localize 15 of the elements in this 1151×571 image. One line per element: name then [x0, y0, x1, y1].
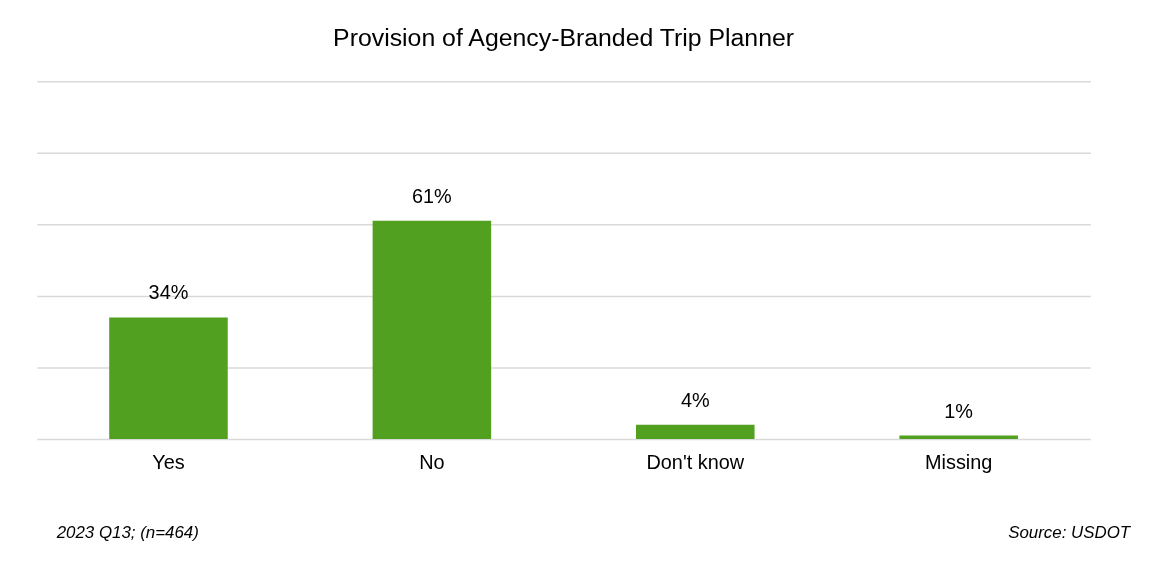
bar	[636, 424, 755, 440]
x-tick-label: Missing	[925, 451, 993, 474]
source-note: Source: USDOT	[1008, 523, 1132, 543]
bar	[372, 220, 492, 440]
x-tick-label: Yes	[152, 451, 185, 474]
bar	[899, 435, 1018, 440]
data-label: 34%	[148, 281, 189, 304]
data-label: 1%	[944, 399, 974, 422]
x-tick-label: No	[419, 451, 445, 474]
data-label: 61%	[412, 184, 452, 207]
text: 2023 Q13; (n=464)	[55, 523, 199, 543]
x-tick-label: Don't know	[646, 451, 745, 474]
chart-title: Provision of Agency-Branded Trip Planner	[333, 24, 795, 52]
data-label: 4%	[680, 388, 710, 411]
bar	[109, 317, 228, 440]
